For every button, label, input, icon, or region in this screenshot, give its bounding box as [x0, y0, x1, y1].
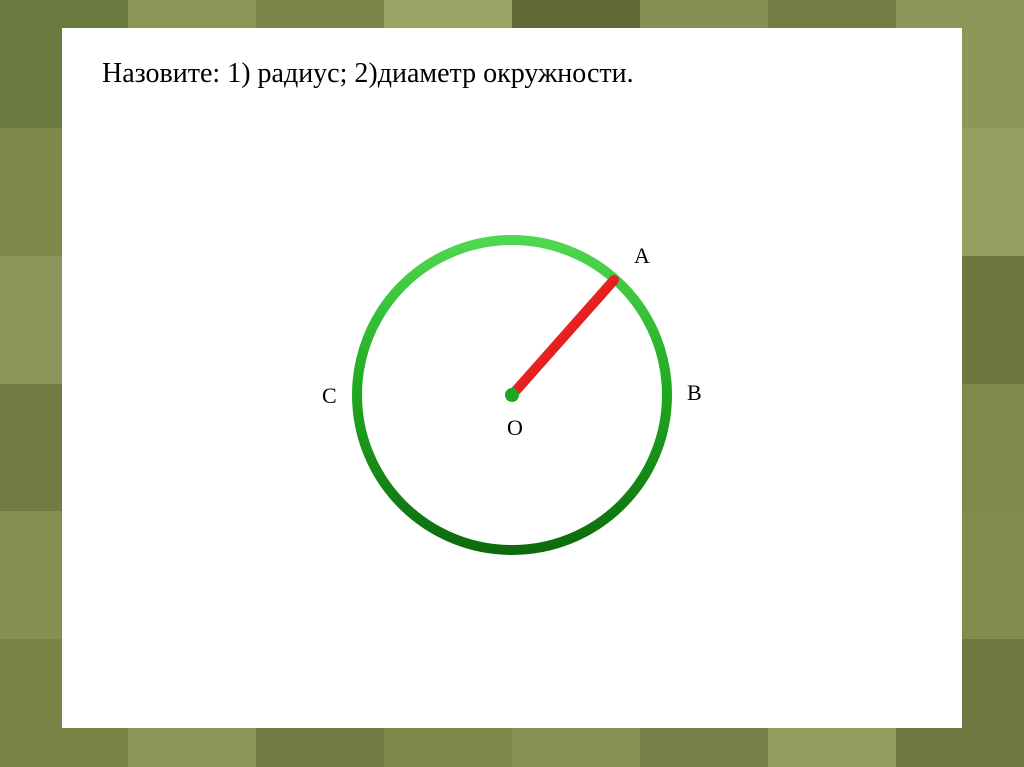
- content-panel: Назовите: 1) радиус; 2)диаметр окружност…: [62, 28, 962, 728]
- label-b: B: [687, 380, 702, 405]
- circle-diagram: A B C O: [302, 175, 722, 595]
- diagram-container: A B C O: [102, 110, 922, 660]
- label-a: A: [634, 243, 650, 268]
- question-title: Назовите: 1) радиус; 2)диаметр окружност…: [102, 58, 922, 90]
- center-point: [505, 388, 519, 402]
- label-c: C: [322, 383, 337, 408]
- radius-line: [512, 280, 614, 395]
- label-o: O: [507, 415, 523, 440]
